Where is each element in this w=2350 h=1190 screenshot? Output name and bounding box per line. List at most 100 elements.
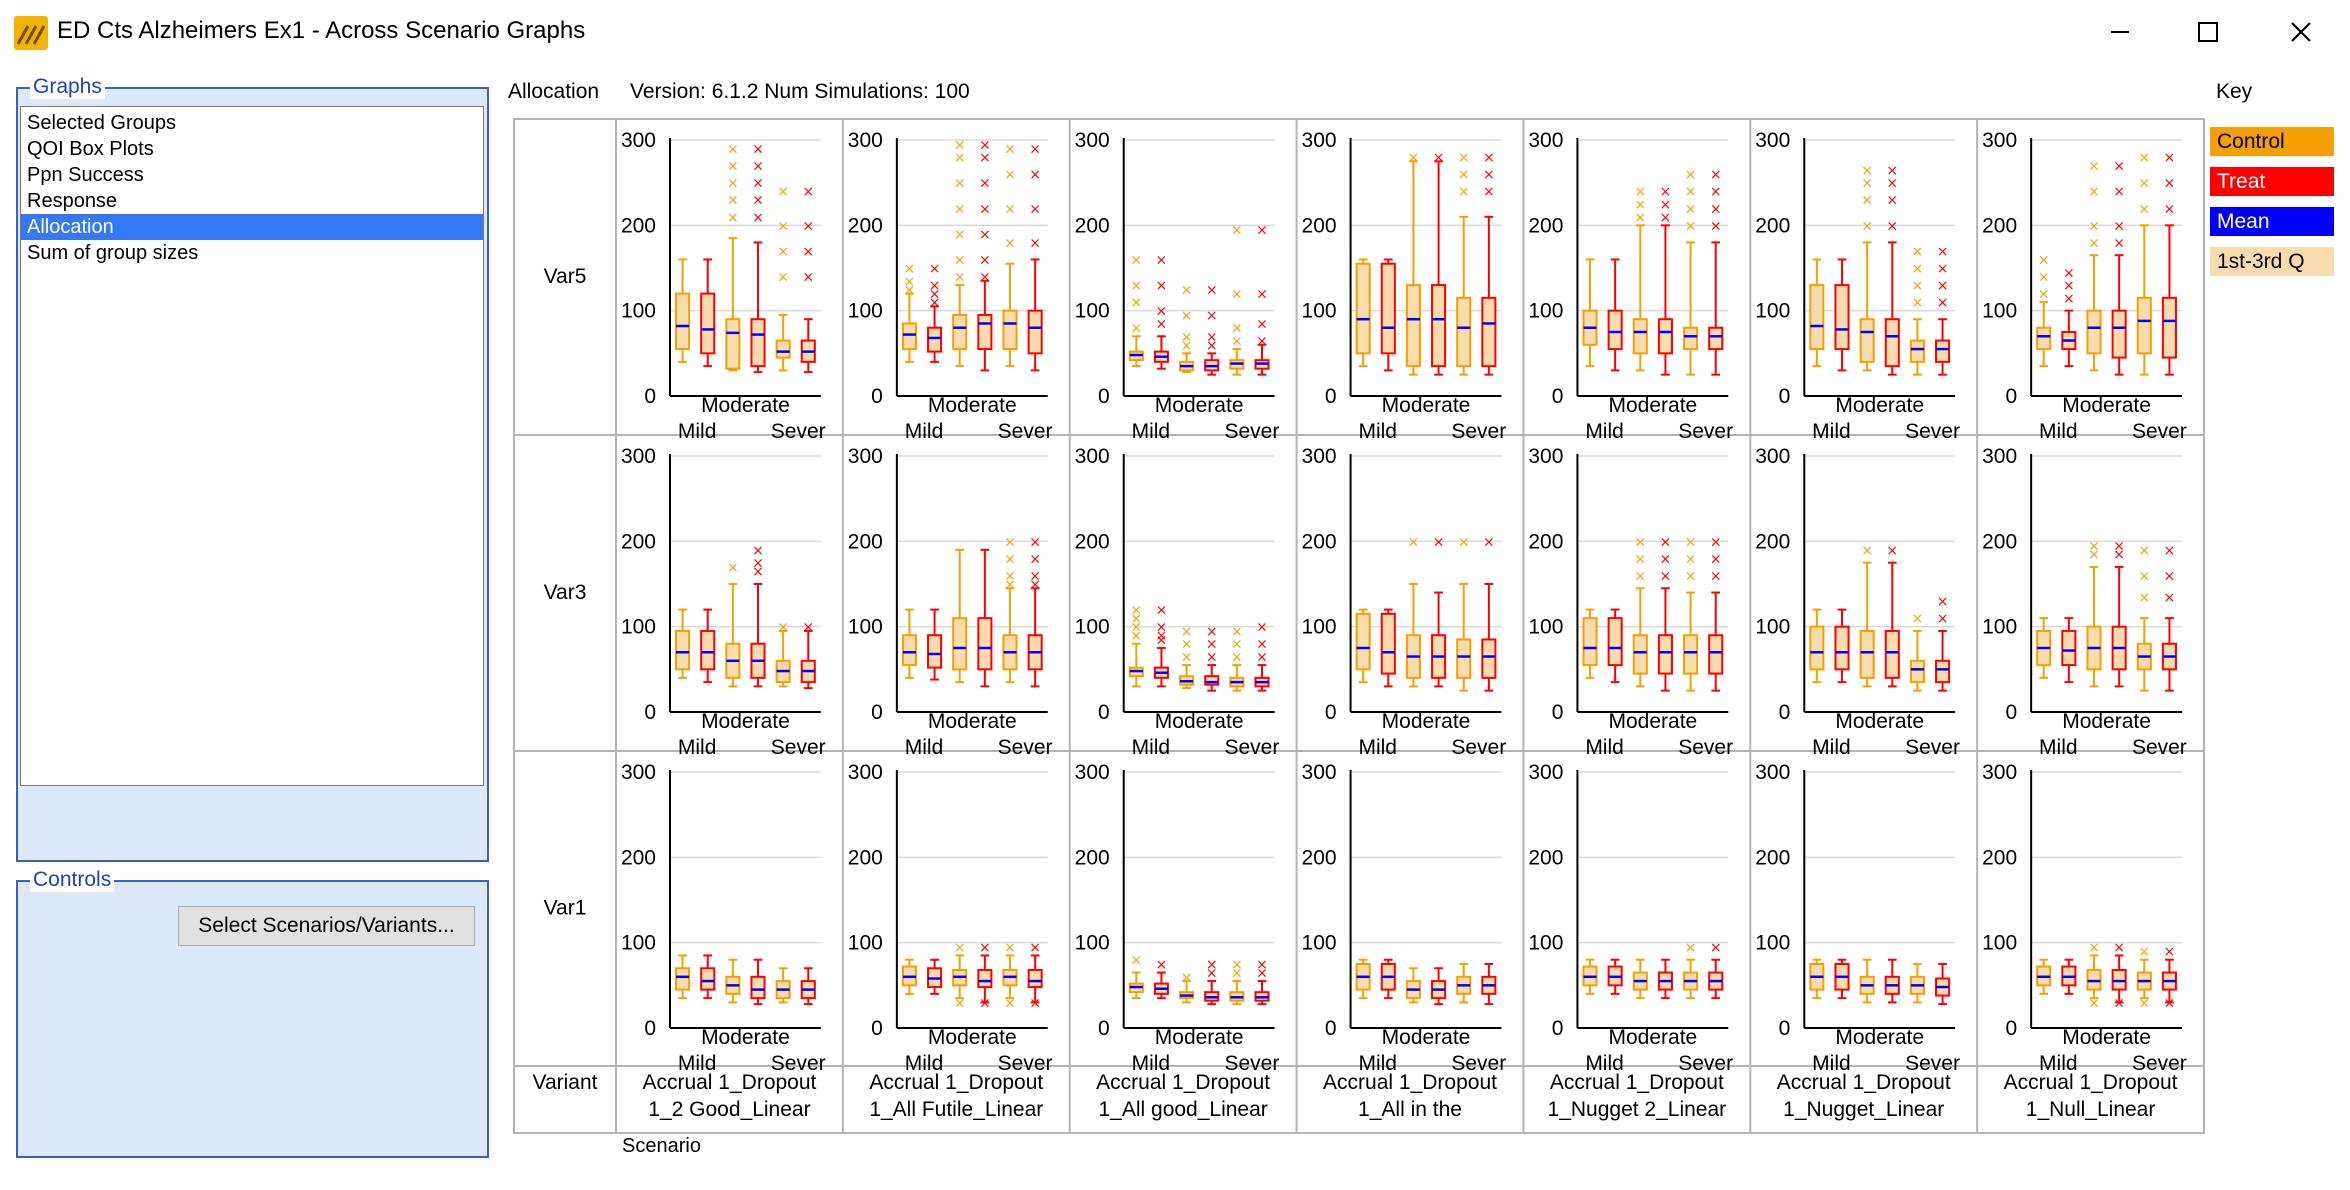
outlier-marker: × — [2063, 265, 2075, 281]
iqr-box — [1481, 296, 1497, 368]
x-tick-label: Mild — [1585, 420, 1624, 443]
graph-list-item[interactable]: QOI Box Plots — [27, 138, 154, 160]
graph-list-item[interactable]: Sum of group sizes — [27, 242, 199, 264]
y-tick-label: 300 — [848, 445, 883, 468]
x-tick-label: Moderate — [1608, 394, 1697, 417]
treat-box — [1607, 608, 1623, 684]
control-box — [1909, 963, 1925, 1004]
outlier-marker: × — [1660, 568, 1672, 584]
treat-box: ×× — [2111, 940, 2127, 1011]
y-tick-label: 300 — [621, 129, 656, 152]
y-tick-label: 0 — [1098, 1017, 1110, 1040]
graph-list-item[interactable]: Ppn Success — [27, 164, 144, 186]
outlier-marker: × — [954, 150, 966, 166]
y-tick-label: 100 — [621, 616, 656, 639]
control-box: ××× — [1683, 534, 1699, 692]
outlier-marker: × — [2088, 995, 2100, 1011]
y-tick-label: 100 — [1075, 932, 1110, 955]
outlier-marker: × — [1130, 252, 1142, 268]
outlier-marker: × — [1433, 150, 1445, 166]
control-box — [2036, 617, 2052, 679]
x-tick-label: Mild — [905, 736, 944, 759]
control-box — [901, 608, 917, 679]
control-box — [675, 954, 691, 1000]
outlier-marker: × — [1130, 611, 1142, 627]
outlier-marker: × — [1710, 551, 1722, 567]
treat-box — [1935, 963, 1951, 1006]
outlier-marker: × — [2113, 547, 2125, 563]
key-entry-control: Control — [2210, 127, 2334, 156]
outlier-marker: × — [954, 252, 966, 268]
treat-box: ×× — [1254, 957, 1270, 1006]
treat-box: ××× — [2061, 265, 2077, 368]
treat-box — [2061, 617, 2077, 684]
control-box: ××××××× — [952, 137, 968, 368]
outlier-marker: × — [929, 278, 941, 294]
y-tick-label: 0 — [2005, 385, 2017, 408]
control-box: ×××× — [2086, 159, 2102, 372]
outlier-marker: × — [1937, 594, 1949, 610]
treat-box — [927, 608, 943, 681]
y-tick-label: 100 — [848, 300, 883, 323]
outlier-marker: × — [1256, 966, 1268, 982]
outlier-marker: × — [2138, 568, 2150, 584]
x-tick-label: Mild — [1358, 1052, 1397, 1075]
outlier-marker: × — [929, 295, 941, 311]
graphs-group-label: Graphs — [30, 75, 105, 99]
outlier-marker: × — [2113, 159, 2125, 175]
x-tick-label: Sever — [771, 1052, 826, 1075]
x-tick-label: Sever — [1905, 736, 1960, 759]
x-tick-label: Sever — [1225, 1052, 1280, 1075]
y-tick-label: 0 — [1325, 385, 1337, 408]
graph-list-item[interactable]: Response — [27, 190, 118, 212]
treat-box: ××× — [1708, 534, 1724, 692]
iqr-box — [700, 629, 716, 671]
maximize-icon[interactable] — [2173, 10, 2243, 54]
close-icon[interactable] — [2266, 10, 2336, 54]
y-tick-label: 100 — [848, 616, 883, 639]
outlier-marker: × — [954, 940, 966, 956]
iqr-box — [2086, 968, 2102, 991]
iqr-box — [1405, 284, 1421, 368]
graphs-list[interactable]: Selected Groups QOI Box Plots Ppn Success R… — [20, 106, 484, 786]
iqr-box — [1859, 318, 1875, 363]
outlier-marker: × — [1156, 632, 1168, 648]
treat-box: ×××× — [1027, 534, 1043, 688]
y-tick-label: 0 — [1552, 1017, 1564, 1040]
y-tick-label: 300 — [621, 445, 656, 468]
outlier-marker: × — [1710, 167, 1722, 183]
iqr-box — [1909, 659, 1925, 684]
outlier-marker: × — [954, 995, 966, 1011]
scenario-label-line1: Accrual 1_Dropout — [869, 1071, 1043, 1094]
treat-box: ×××× — [800, 184, 816, 374]
outlier-marker: × — [2063, 291, 2075, 307]
outlier-marker: × — [1181, 637, 1193, 653]
control-box: ××× — [1179, 624, 1195, 690]
outlier-marker: × — [2088, 547, 2100, 563]
outlier-marker: × — [1029, 534, 1041, 550]
x-tick-label: Moderate — [1155, 394, 1244, 417]
control-box — [1809, 608, 1825, 684]
outlier-marker: × — [2164, 543, 2176, 559]
outlier-marker: × — [1458, 534, 1470, 550]
scenario-label-line2: 1_All Futile_Linear — [869, 1098, 1043, 1121]
y-tick-label: 300 — [1302, 761, 1337, 784]
minimize-icon[interactable] — [2085, 10, 2155, 54]
control-box: ×××× — [1909, 244, 1925, 376]
outlier-marker: × — [1685, 568, 1697, 584]
outlier-marker: × — [2138, 995, 2150, 1011]
control-box: ×××× — [775, 184, 791, 372]
outlier-marker: × — [2164, 590, 2176, 606]
outlier-marker: × — [2138, 176, 2150, 192]
outlier-marker: × — [1710, 534, 1722, 550]
select-scenarios-button[interactable]: Select Scenarios/Variants... — [178, 906, 475, 946]
y-tick-label: 100 — [621, 300, 656, 323]
y-tick-label: 100 — [1075, 300, 1110, 323]
graph-list-item[interactable]: Selected Groups — [27, 112, 176, 134]
outlier-marker: × — [2138, 543, 2150, 559]
treat-box — [1657, 958, 1673, 1000]
graph-list-item[interactable]: Allocation — [21, 214, 483, 240]
